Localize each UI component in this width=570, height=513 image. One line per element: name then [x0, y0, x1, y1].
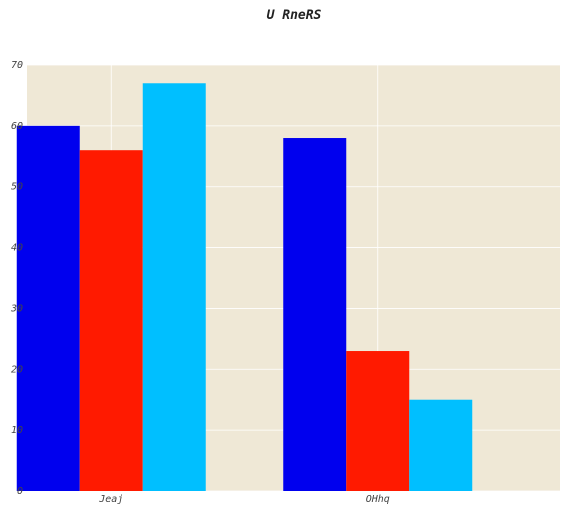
y-tick-label: 50	[11, 182, 23, 193]
bar-jeaj-series-2	[79, 150, 143, 491]
y-axis: 0 10 20 30 40 50 60 70	[10, 60, 23, 497]
y-tick-label: 70	[11, 60, 23, 71]
x-axis: Jeaj OHhq	[98, 494, 390, 505]
y-tick-label: 0	[17, 486, 23, 497]
bar-jeaj-series-1	[16, 125, 80, 491]
x-tick-label: Jeaj	[98, 494, 123, 505]
chart-title: U RneRS	[267, 8, 322, 23]
y-tick-label: 30	[10, 303, 23, 314]
y-tick-label: 20	[11, 364, 23, 375]
y-tick-label: 10	[11, 425, 23, 436]
bar-ohhq-series-3	[409, 399, 473, 491]
bar-ohhq-series-2	[346, 351, 410, 491]
bar-jeaj-series-3	[142, 83, 206, 491]
y-tick-label: 40	[11, 243, 23, 254]
x-tick-label: OHhq	[366, 494, 390, 505]
y-tick-label: 60	[11, 121, 23, 132]
bars	[16, 83, 473, 491]
bar-ohhq-series-1	[283, 138, 347, 491]
